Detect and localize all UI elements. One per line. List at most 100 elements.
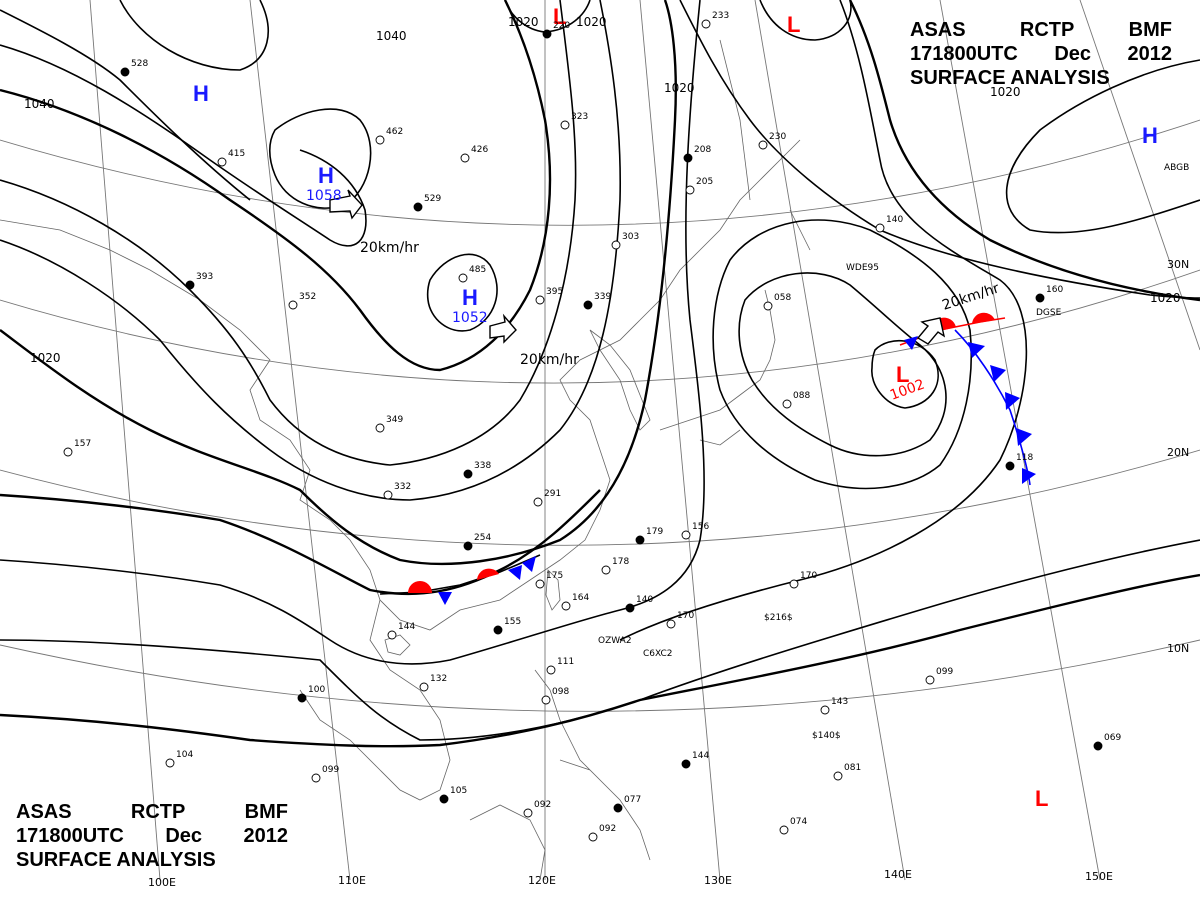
high-center-letter: H — [193, 81, 209, 106]
isobar-east-h — [1005, 59, 1200, 234]
station-marker — [387, 630, 397, 640]
station-marker — [535, 579, 545, 589]
station-marker — [288, 300, 298, 310]
warm-front-marker — [477, 568, 499, 580]
station-pressure-value: 175 — [546, 571, 563, 581]
station-pressure-value: 111 — [557, 657, 574, 667]
station-pressure-value: 338 — [474, 461, 491, 471]
ship-callsigns: WDE95 DGSE OZWA2 C6XC2 $216$ $140$ ABGB — [598, 163, 1189, 741]
isobar-label: 1020 — [1150, 291, 1181, 305]
station-pressure-value: 164 — [572, 593, 589, 603]
station-marker — [1005, 461, 1015, 471]
coastline-indochina — [299, 599, 451, 801]
station-marker — [779, 825, 789, 835]
station-pressure-value: 179 — [646, 527, 663, 537]
header-month: Dec — [165, 825, 203, 847]
isobar-small-l-north — [759, 0, 852, 41]
header-title: SURFACE ANALYSIS — [16, 849, 216, 871]
high-center-value: 1058 — [306, 188, 342, 204]
station-pressure-value: 155 — [504, 617, 521, 627]
cold-front-marker — [904, 336, 918, 350]
station-marker — [523, 808, 533, 818]
header-station: RCTP — [130, 801, 186, 823]
header-product: BMF — [244, 801, 288, 823]
station-marker — [875, 223, 885, 233]
station-pressure-value: 426 — [471, 145, 488, 155]
latitude-line-10n — [0, 639, 1200, 712]
isobar-1040-top — [119, 0, 269, 71]
motion-arrow — [329, 189, 363, 220]
station-pressure-value: 170 — [677, 611, 694, 621]
station-pressure-value: 395 — [546, 287, 563, 297]
cold-front-marker — [438, 592, 452, 605]
station-marker — [458, 273, 468, 283]
header-agency: ASAS — [16, 801, 72, 823]
coastline-borneo — [469, 804, 546, 881]
station-marker — [463, 469, 473, 479]
station-marker — [546, 665, 556, 675]
station-marker — [460, 153, 470, 163]
station-marker — [493, 625, 503, 635]
station-pressure-value: 157 — [74, 439, 91, 449]
station-pressure-value: 069 — [1104, 733, 1121, 743]
station-pressure-value: 352 — [299, 292, 316, 302]
station-pressure-value: 144 — [692, 751, 709, 761]
station-pressure-value: 092 — [599, 824, 616, 834]
isobar-label: 1020 — [664, 81, 695, 95]
isobar-1040-outer — [0, 0, 552, 372]
station-marker — [541, 695, 551, 705]
isobar-low-ring-2 — [738, 272, 947, 457]
longitude-line-130e — [639, 0, 721, 881]
lat-label-30n: 30N — [1167, 258, 1189, 271]
header-month: Dec — [1054, 43, 1092, 65]
coastline-korea — [589, 329, 651, 431]
station-marker — [463, 541, 473, 551]
high-center-letter: H — [462, 285, 478, 310]
station-pressure-value: 339 — [594, 292, 611, 302]
graticule-labels: 30N 20N 10N 100E 110E 120E 130E 140E 150… — [148, 258, 1189, 889]
lon-label-150e: 150E — [1085, 870, 1113, 883]
station-marker — [601, 565, 611, 575]
low-center-letter: L — [1035, 786, 1048, 811]
low-center-letter: L — [553, 4, 566, 29]
station-pressure-value: 230 — [769, 132, 786, 142]
station-pressure-value: 081 — [844, 763, 861, 773]
station-pressure-value: 098 — [552, 687, 569, 697]
station-pressure-value: 143 — [831, 697, 848, 707]
longitude-line-110e — [249, 0, 351, 881]
station-pressure-value: 092 — [534, 800, 551, 810]
isobar-label: 1020 — [30, 351, 61, 365]
station-marker — [625, 603, 635, 613]
station-marker — [666, 619, 676, 629]
station-pressure-value: 099 — [936, 667, 953, 677]
cold-front-marker — [508, 565, 522, 580]
lat-label-20n: 20N — [1167, 446, 1189, 459]
ship-callsign: OZWA2 — [598, 636, 632, 646]
station-marker — [701, 19, 711, 29]
isobar-low-ring-3 — [712, 219, 973, 490]
isobar-mid-2 — [0, 0, 622, 501]
lon-label-140e: 140E — [884, 868, 912, 881]
header-year: 2012 — [243, 825, 288, 847]
isobar-1020-ne — [848, 0, 1200, 302]
isobar-east-broad — [619, 0, 1028, 641]
station-pressure-value: 074 — [790, 817, 807, 827]
station-marker — [535, 295, 545, 305]
station-pressure-value: 160 — [1046, 285, 1063, 295]
station-marker — [217, 157, 227, 167]
lon-label-130e: 130E — [704, 874, 732, 887]
warm-front-marker — [972, 312, 995, 324]
cold-front-marker — [968, 342, 985, 358]
station-marker — [383, 490, 393, 500]
station-marker — [925, 675, 935, 685]
cold-front-marker — [1022, 468, 1036, 484]
station-plots: 528 415 462 529 426 323 208 205 303 339 395 485 393 3… — [63, 11, 1121, 842]
longitude-line-160e — [1079, 0, 1200, 351]
station-pressure-value: 099 — [322, 765, 339, 775]
isobar-labels: 1040 1040 1020 1020 1020 1020 1020 1020 — [24, 15, 1181, 365]
isobar-label: 1040 — [24, 97, 55, 111]
isobar-low-ring-inner — [871, 339, 939, 409]
isobars — [0, 0, 1200, 748]
station-pressure-value: 058 — [774, 293, 791, 303]
station-pressure-value: 170 — [800, 571, 817, 581]
